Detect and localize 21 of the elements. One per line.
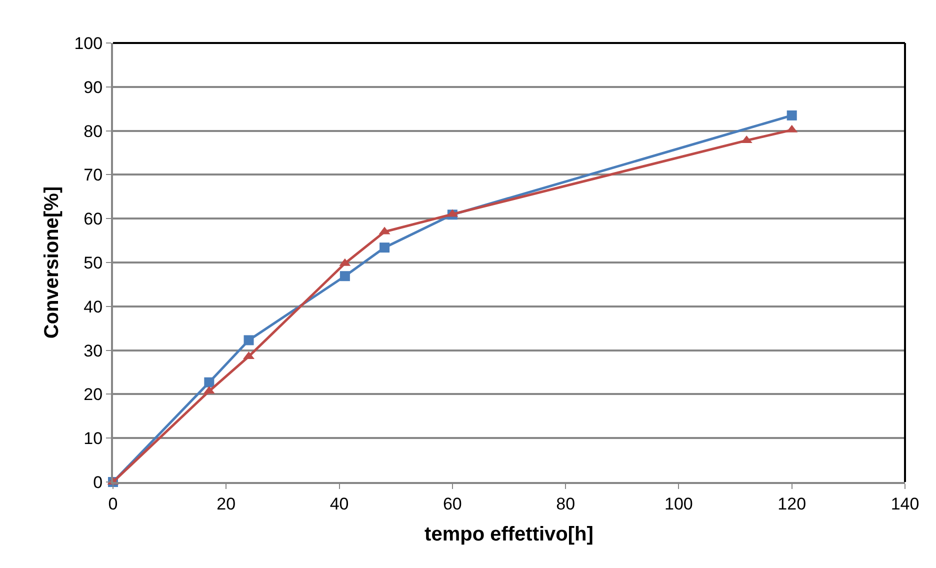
y-tick-label: 50 (84, 253, 103, 272)
x-tick-label: 140 (890, 494, 920, 514)
y-tick-label: 10 (84, 429, 103, 448)
x-tick-label: 60 (442, 494, 462, 514)
x-axis-title: tempo effettivo[h] (424, 523, 594, 546)
y-tick-label: 30 (84, 341, 103, 360)
x-tick-label: 80 (556, 494, 576, 514)
x-tick-label: 20 (216, 494, 236, 514)
x-tick-label: 100 (664, 494, 693, 514)
y-tick-label: 100 (74, 34, 103, 53)
y-tick-label: 0 (93, 472, 103, 492)
y-tick-label: 40 (84, 297, 103, 316)
y-tick-label: 80 (84, 122, 103, 141)
y-tick-label: 90 (84, 78, 103, 97)
y-axis-title: Conversione[%] (41, 186, 64, 339)
x-tick-label: 0 (108, 494, 118, 514)
x-tick-label: 40 (330, 494, 349, 514)
y-tick-label: 20 (84, 385, 103, 404)
y-tick-label: 60 (84, 210, 103, 229)
y-tick-label: 70 (84, 166, 103, 185)
x-tick-label: 120 (778, 494, 806, 514)
